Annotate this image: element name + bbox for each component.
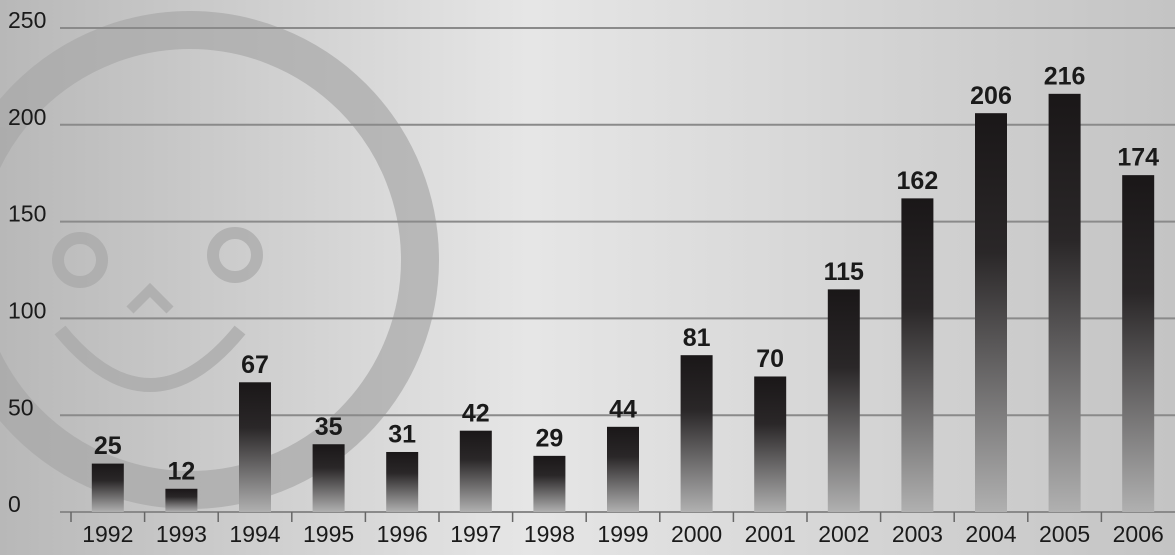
y-tick-label: 150 xyxy=(8,201,46,227)
bar xyxy=(828,289,860,512)
y-tick-label: 200 xyxy=(8,104,46,130)
bar xyxy=(533,456,565,512)
value-label: 12 xyxy=(167,457,195,485)
bar xyxy=(313,444,345,512)
bar xyxy=(754,376,786,512)
bar xyxy=(1122,175,1154,512)
value-label: 206 xyxy=(970,82,1012,110)
bar xyxy=(92,464,124,512)
value-label: 67 xyxy=(241,351,269,379)
x-tick-label: 2006 xyxy=(1113,521,1164,547)
value-label: 162 xyxy=(897,167,939,195)
y-tick-label: 0 xyxy=(8,491,21,517)
page: 0 50 100 150 200 250 1992 25 1993 12 1994 67 1995 35 1… xyxy=(0,0,1175,555)
x-tick-label: 1995 xyxy=(303,521,354,547)
chart: 0 50 100 150 200 250 1992 25 1993 12 1994 67 1995 35 1… xyxy=(0,0,1175,555)
bar xyxy=(386,452,418,512)
value-label: 115 xyxy=(824,258,864,286)
value-label: 174 xyxy=(1117,144,1159,172)
value-label: 44 xyxy=(609,395,637,423)
bar xyxy=(460,431,492,512)
x-tick-label: 1992 xyxy=(82,521,133,547)
x-tick-label: 2004 xyxy=(965,521,1016,547)
value-label: 42 xyxy=(462,399,490,427)
value-label: 81 xyxy=(683,324,711,352)
bar xyxy=(607,427,639,512)
x-tick-label: 1993 xyxy=(156,521,207,547)
value-label: 70 xyxy=(756,345,784,373)
y-tick-label: 50 xyxy=(8,394,34,420)
value-label: 35 xyxy=(315,413,343,441)
x-tick-label: 2005 xyxy=(1039,521,1090,547)
x-tick-label: 2001 xyxy=(745,521,796,547)
x-tick-label: 1996 xyxy=(377,521,428,547)
value-label: 29 xyxy=(535,424,563,452)
bar xyxy=(239,382,271,512)
x-tick-label: 2000 xyxy=(671,521,722,547)
value-label: 216 xyxy=(1044,62,1086,90)
x-tick-label: 2002 xyxy=(818,521,869,547)
value-label: 31 xyxy=(388,421,416,449)
y-tick-label: 250 xyxy=(8,7,46,33)
bar xyxy=(681,355,713,512)
x-tick-label: 1998 xyxy=(524,521,575,547)
x-tick-label: 1997 xyxy=(450,521,501,547)
value-label: 25 xyxy=(94,432,122,460)
x-tick-label: 1994 xyxy=(229,521,280,547)
bar xyxy=(975,113,1007,512)
x-tick-label: 2003 xyxy=(892,521,943,547)
bar xyxy=(1049,94,1081,512)
bar xyxy=(165,489,197,512)
bar xyxy=(901,198,933,512)
y-tick-label: 100 xyxy=(8,297,46,323)
x-tick-label: 1999 xyxy=(597,521,648,547)
